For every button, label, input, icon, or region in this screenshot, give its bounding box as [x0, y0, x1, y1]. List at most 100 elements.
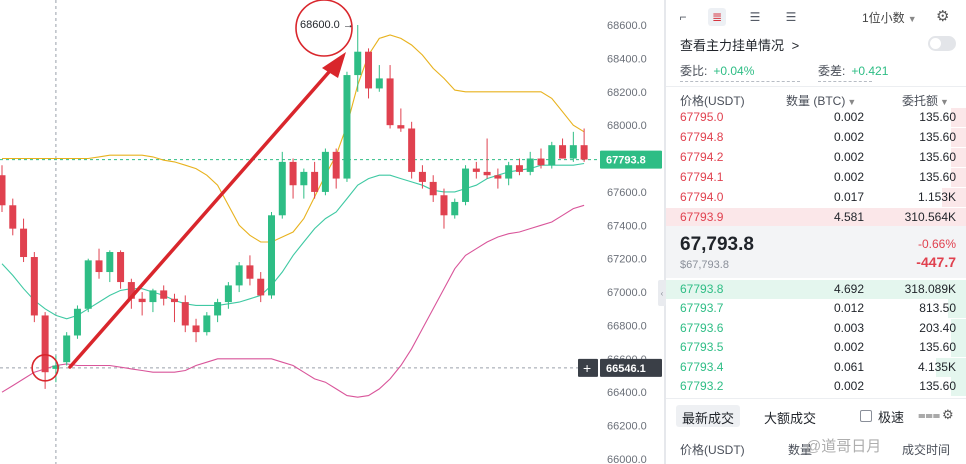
candle-body[interactable] — [300, 171, 308, 186]
main-orders-toggle[interactable] — [928, 36, 956, 51]
kline-chart-panel[interactable]: 68600.0 → 68600.0 68400.0 68200.0 68000.0 67… — [0, 0, 664, 464]
ask-row[interactable]: 67795.0 0.002 135.60 — [666, 108, 966, 127]
candle-body[interactable] — [149, 290, 157, 303]
main-orders-link[interactable]: 查看主力挂单情况 > — [680, 35, 799, 54]
buy-side-view-icon[interactable]: ☰ — [749, 10, 761, 24]
precision-select[interactable]: 1位小数 ▼ — [862, 9, 917, 26]
bid-qty: 4.692 — [833, 282, 864, 296]
current-price-tag — [600, 150, 662, 169]
candle-body[interactable] — [569, 145, 577, 159]
candle-body[interactable] — [63, 335, 71, 363]
candle-body[interactable] — [203, 315, 211, 333]
candle-body[interactable] — [343, 75, 351, 179]
bid-row[interactable]: 67793.2 0.002 135.60 — [666, 377, 966, 396]
candle-body[interactable] — [117, 252, 125, 283]
layout-toggle-icon[interactable]: ⌐ — [679, 10, 687, 24]
candle-body[interactable] — [580, 145, 588, 160]
candle-body[interactable] — [214, 302, 222, 316]
candle-body[interactable] — [354, 51, 362, 76]
candle-body[interactable] — [559, 145, 567, 159]
candle-body[interactable] — [472, 168, 480, 172]
candle-body[interactable] — [9, 205, 17, 229]
candle-body[interactable] — [106, 252, 114, 273]
candle-body[interactable] — [192, 325, 200, 333]
bid-row[interactable]: 67793.4 0.061 4.135K — [666, 357, 966, 377]
sell-side-view-icon[interactable]: ☰ — [785, 10, 797, 24]
candle-body[interactable] — [429, 181, 437, 196]
candle-body[interactable] — [505, 165, 513, 179]
candle-body[interactable] — [278, 161, 286, 216]
candle-body[interactable] — [375, 78, 383, 89]
candle-body[interactable] — [526, 158, 534, 172]
candle-body[interactable] — [127, 282, 135, 299]
total-column-header[interactable]: 委托额 ▼ — [902, 92, 949, 109]
bid-total: 135.60 — [919, 340, 956, 355]
gear-icon[interactable]: ⚙ — [936, 8, 950, 25]
qty-column-header[interactable]: 数量 (BTC) ▼ — [786, 92, 856, 109]
bid-qty: 0.012 — [833, 301, 864, 316]
depth-bar — [951, 338, 966, 358]
candle-body[interactable] — [451, 201, 459, 216]
high-price-label: 68600.0 → — [300, 19, 354, 31]
candle-body[interactable] — [138, 298, 146, 303]
candle-body[interactable] — [537, 158, 545, 166]
speed-checkbox[interactable] — [860, 410, 872, 422]
candle-body[interactable] — [170, 298, 178, 303]
candle-body[interactable] — [160, 290, 168, 299]
filter-icon[interactable]: ⩶ — [918, 407, 941, 422]
both-sides-view-icon[interactable]: ≣ — [708, 8, 726, 26]
candle-body[interactable] — [494, 175, 502, 179]
ask-qty: 0.002 — [833, 150, 864, 164]
candle-body[interactable] — [0, 175, 6, 206]
precision-value: 1位小数 — [862, 11, 905, 25]
bid-row[interactable]: 67793.6 0.003 203.40 — [666, 318, 966, 338]
candle-body[interactable] — [548, 145, 556, 166]
candle-body[interactable] — [332, 151, 340, 179]
candle-body[interactable] — [257, 278, 265, 296]
add-alert-button[interactable] — [578, 358, 598, 377]
dashed-underline — [680, 81, 800, 82]
candle-body[interactable] — [311, 171, 319, 192]
candle-body[interactable] — [20, 228, 28, 258]
candle-body[interactable] — [289, 161, 297, 186]
panel-divider[interactable] — [664, 0, 666, 464]
depth-bar — [951, 377, 966, 396]
candle-body[interactable] — [321, 151, 329, 192]
collapse-panel-handle[interactable]: ‹ — [658, 280, 666, 306]
commission-diff-value: +0.421 — [851, 64, 889, 78]
bid-row[interactable]: 67793.7 0.012 813.50 — [666, 299, 966, 319]
tab-large-trades[interactable]: 大额成交 — [764, 411, 817, 426]
candle-body[interactable] — [408, 128, 416, 172]
candle-body[interactable] — [73, 308, 81, 336]
bid-row[interactable]: 67793.8 4.692 318.089K — [666, 280, 966, 299]
candle-body[interactable] — [95, 260, 103, 273]
tab-latest-trades[interactable]: 最新成交 — [676, 405, 741, 427]
candle-body[interactable] — [440, 195, 448, 216]
y-axis-tick-label: 68400.0 — [607, 53, 647, 65]
candle-body[interactable] — [483, 171, 491, 176]
ask-row[interactable]: 67793.9 4.581 310.564K — [666, 208, 966, 227]
candle-body[interactable] — [397, 125, 405, 129]
candle-body[interactable] — [462, 168, 470, 202]
candle-body[interactable] — [365, 51, 373, 89]
annotation-circle-high — [295, 0, 353, 57]
ask-row[interactable]: 67794.0 0.017 1.153K — [666, 188, 966, 207]
candle-body[interactable] — [386, 78, 394, 126]
candle-body[interactable] — [41, 315, 49, 373]
candle-body[interactable] — [246, 265, 254, 279]
ask-row[interactable]: 67794.2 0.002 135.60 — [666, 148, 966, 167]
kline-chart[interactable]: 68600.0 → 68600.0 68400.0 68200.0 68000.0 67… — [0, 0, 664, 464]
ask-row[interactable]: 67794.8 0.002 135.60 — [666, 128, 966, 147]
candle-body[interactable] — [418, 171, 426, 182]
candle-body[interactable] — [268, 215, 275, 296]
candle-body[interactable] — [235, 265, 243, 286]
ask-row[interactable]: 67794.1 0.002 135.60 — [666, 168, 966, 187]
bid-row[interactable]: 67793.5 0.002 135.60 — [666, 338, 966, 358]
candle-body[interactable] — [84, 260, 92, 309]
candle-body[interactable] — [30, 257, 38, 316]
candle-body[interactable] — [52, 365, 60, 369]
candle-body[interactable] — [181, 302, 189, 326]
candle-body[interactable] — [224, 285, 232, 303]
candle-body[interactable] — [515, 165, 523, 172]
settings-icon[interactable]: ⚙ — [942, 407, 954, 422]
